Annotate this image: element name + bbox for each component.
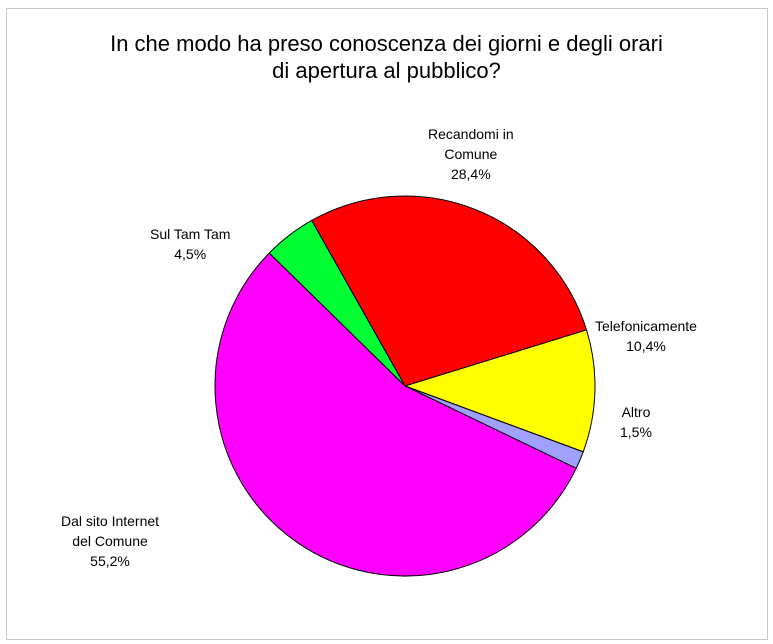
slice-label-text: del Comune — [72, 533, 148, 549]
slice-label-2: Altro 1,5% — [620, 402, 652, 442]
slice-label-3: Dal sito Internet del Comune 55,2% — [61, 511, 159, 571]
slice-label-text: Dal sito Internet — [61, 513, 160, 529]
slice-value-label: 1,5% — [620, 424, 652, 440]
pie-slice-3 — [214, 252, 577, 577]
slice-label-4: Sul Tam Tam 4,5% — [150, 224, 230, 264]
chart-title-line-1: In che modo ha preso conoscenza dei gior… — [110, 31, 663, 56]
slice-label-text: Telefonicamente — [595, 318, 697, 334]
slice-label-1: Telefonicamente 10,4% — [595, 316, 697, 356]
slice-value-label: 4,5% — [174, 246, 207, 262]
slice-label-text: Sul Tam Tam — [150, 226, 231, 242]
slice-value-label: 28,4% — [450, 166, 491, 182]
slice-value-label: 10,4% — [626, 338, 666, 354]
slice-label-0: Recandomi in Comune 28,4% — [428, 124, 514, 184]
slice-value-label: 55,2% — [90, 553, 130, 569]
slice-label-text: Altro — [621, 404, 651, 420]
slice-label-text: Comune — [444, 146, 498, 162]
pie-slice-4 — [268, 219, 406, 387]
pie-slice-0 — [311, 195, 588, 387]
pie-slice-1 — [403, 329, 596, 453]
chart-title: In che modo ha preso conoscenza dei gior… — [0, 30, 773, 84]
slice-label-text: Recandomi in — [428, 126, 514, 142]
chart-title-line-2: di apertura al pubblico? — [272, 58, 501, 83]
